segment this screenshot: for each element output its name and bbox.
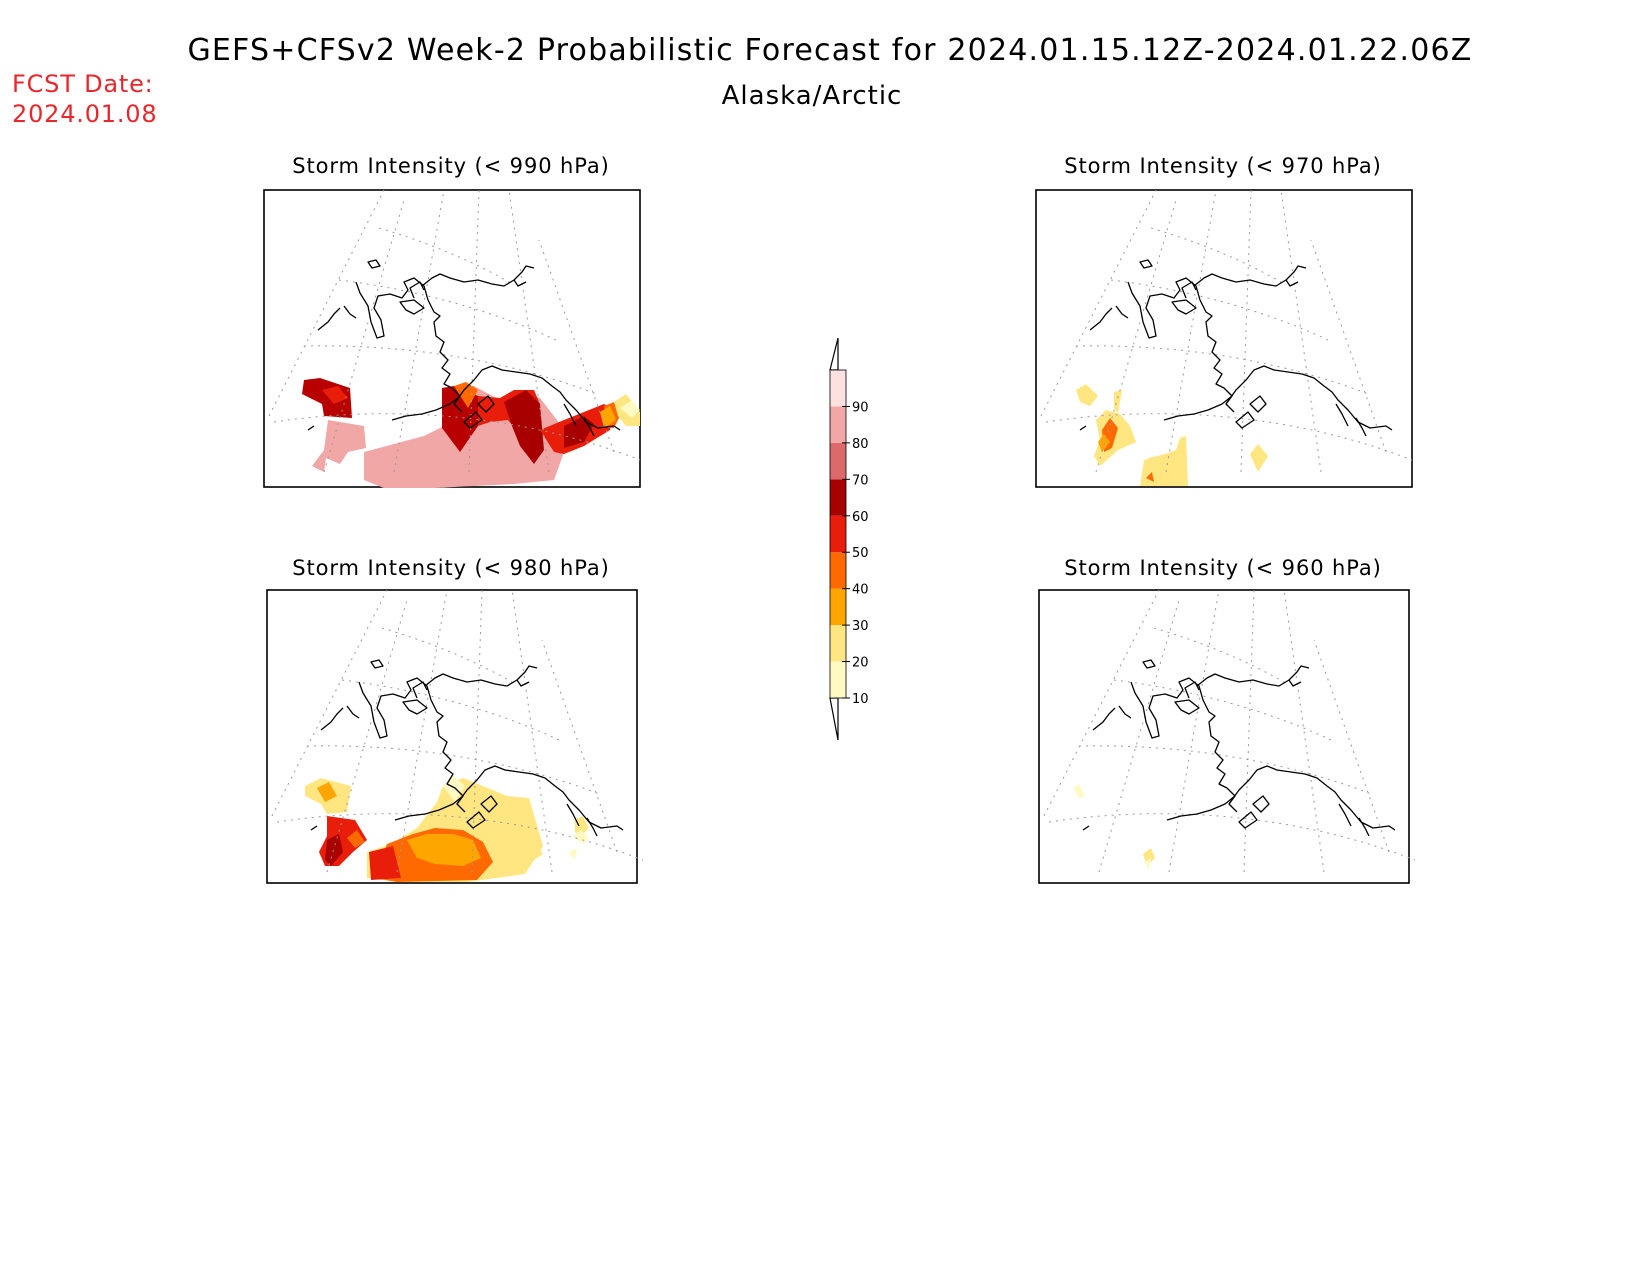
panel-title-990: Storm Intensity (< 990 hPa) bbox=[292, 154, 610, 178]
colorbar-label: 60 bbox=[852, 510, 869, 525]
colorbar-top-arrow bbox=[829, 337, 839, 371]
colorbar-label: 10 bbox=[852, 692, 869, 707]
figure-subtitle: Alaska/Arctic bbox=[722, 81, 903, 111]
probability-shading-960 bbox=[1073, 784, 1155, 870]
colorbar-swatch bbox=[830, 406, 846, 443]
colorbar-swatch bbox=[830, 588, 846, 626]
fcst-date-label: FCST Date: bbox=[12, 70, 154, 98]
colorbar-swatch bbox=[830, 442, 846, 480]
colorbar-bottom-arrow bbox=[829, 697, 839, 741]
colorbar-swatch bbox=[830, 625, 846, 662]
colorbar-label: 80 bbox=[852, 437, 869, 452]
colorbar-swatch bbox=[830, 479, 846, 516]
colorbar-label: 90 bbox=[852, 400, 869, 415]
probability-colorbar: 10 20 30 40 50 60 70 80 90 bbox=[829, 337, 869, 741]
probability-shading-990 bbox=[302, 378, 640, 488]
figure-title: GEFS+CFSv2 Week-2 Probabilistic Forecast… bbox=[187, 33, 1472, 68]
map-980 bbox=[266, 589, 644, 884]
colorbar-label: 20 bbox=[852, 656, 869, 671]
map-frame-970 bbox=[1035, 189, 1413, 488]
probability-shading-970 bbox=[1076, 384, 1268, 486]
colorbar-swatch bbox=[830, 552, 846, 589]
panel-title-970: Storm Intensity (< 970 hPa) bbox=[1064, 154, 1382, 178]
panel-title-980: Storm Intensity (< 980 hPa) bbox=[292, 556, 610, 580]
colorbar-label: 40 bbox=[852, 583, 869, 598]
colorbar-frame bbox=[829, 369, 847, 699]
colorbar-label: 50 bbox=[852, 546, 869, 561]
fcst-date-value: 2024.01.08 bbox=[12, 100, 157, 128]
map-frame-960 bbox=[1038, 589, 1410, 884]
colorbar-swatch bbox=[830, 515, 846, 553]
panel-990: Storm Intensity (< 990 hPa) bbox=[263, 154, 641, 488]
panel-980: Storm Intensity (< 980 hPa) bbox=[266, 556, 644, 884]
colorbar-swatch bbox=[830, 661, 846, 698]
panel-title-960: Storm Intensity (< 960 hPa) bbox=[1064, 556, 1382, 580]
colorbar-label: 30 bbox=[852, 619, 869, 634]
colorbar-swatch bbox=[830, 370, 846, 407]
map-970 bbox=[1035, 189, 1413, 488]
panel-960: Storm Intensity (< 960 hPa) bbox=[1038, 556, 1416, 884]
map-960 bbox=[1038, 589, 1416, 884]
colorbar-label: 70 bbox=[852, 473, 869, 488]
panel-970: Storm Intensity (< 970 hPa) bbox=[1035, 154, 1413, 488]
map-990 bbox=[263, 189, 641, 488]
